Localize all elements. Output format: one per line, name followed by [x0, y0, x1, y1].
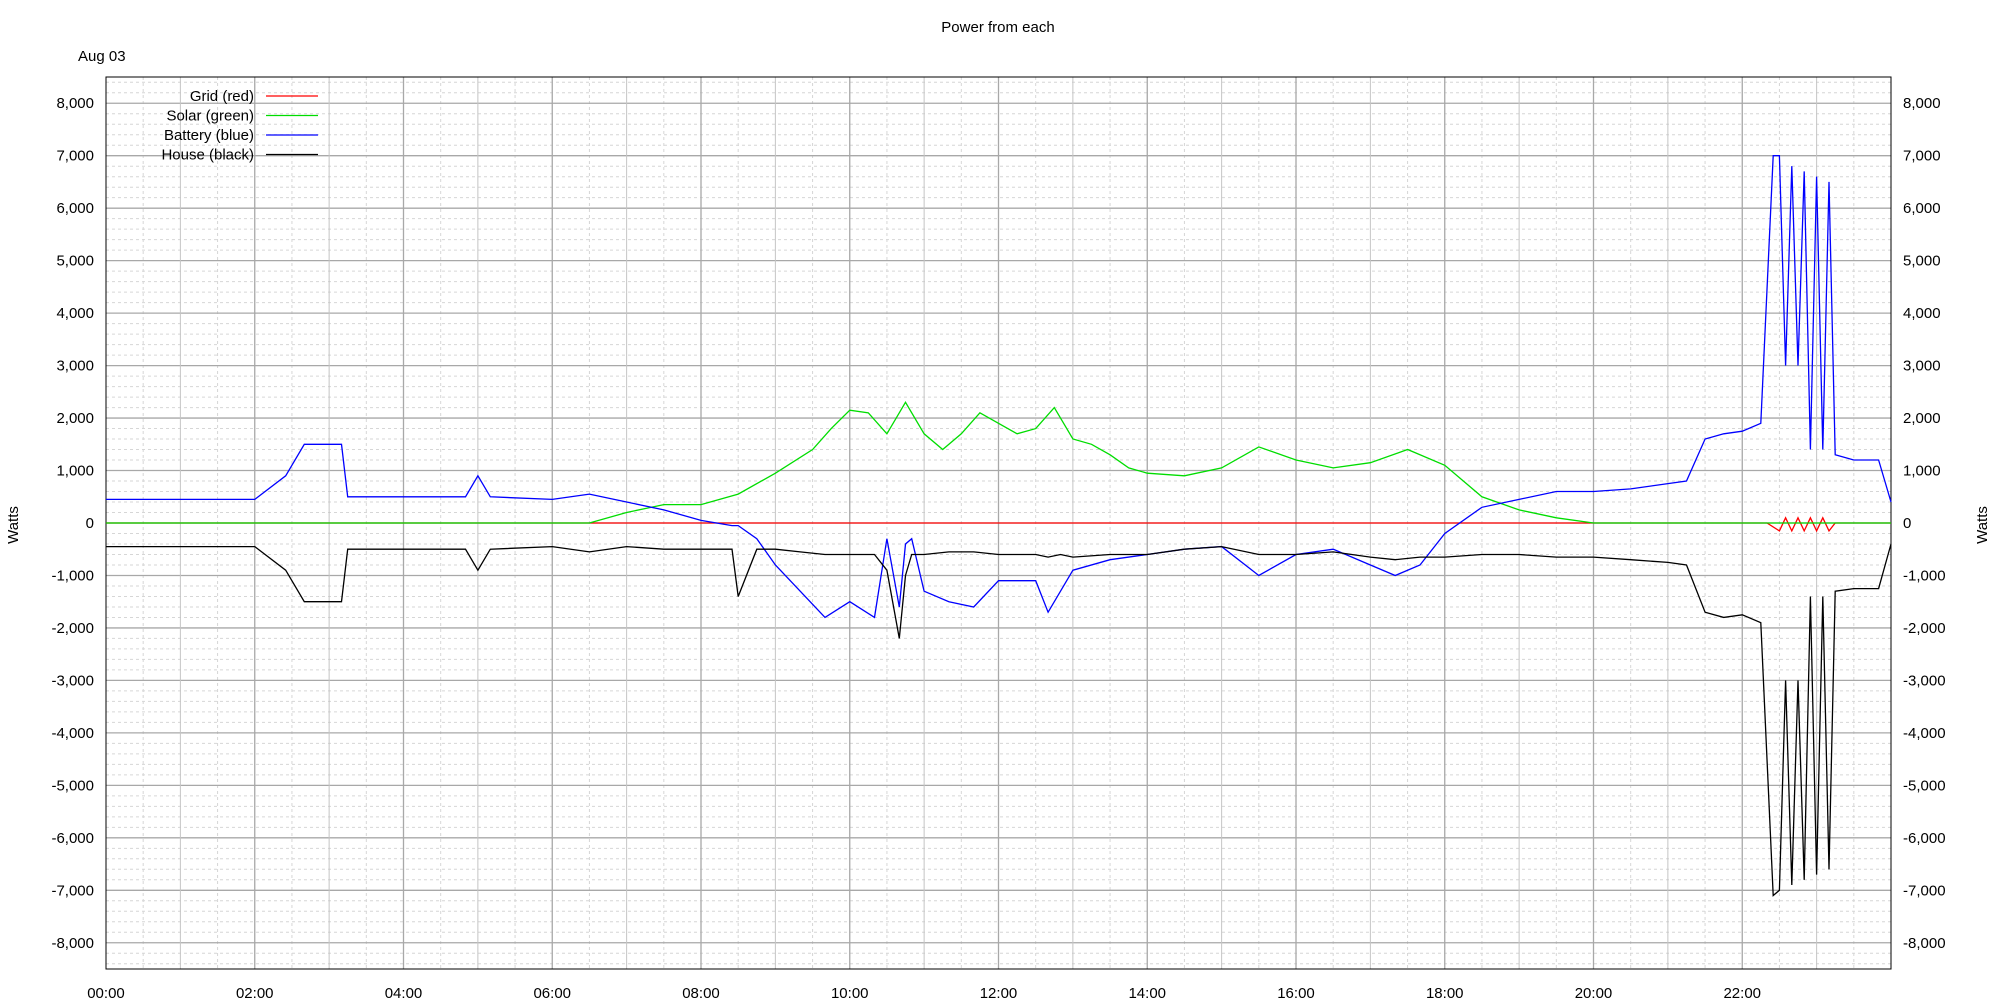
- x-tick-label: 10:00: [831, 985, 869, 1000]
- y-tick-label-right: 2,000: [1903, 410, 1941, 427]
- y-tick-label-right: -1,000: [1903, 567, 1946, 584]
- x-tick-label: 16:00: [1277, 985, 1315, 1000]
- y-tick-label-left: -6,000: [51, 830, 94, 847]
- y-tick-label-left: 6,000: [56, 200, 94, 217]
- legend-label: Grid (red): [190, 88, 254, 105]
- series-line: [106, 543, 1892, 897]
- y-tick-label-right: -4,000: [1903, 725, 1946, 742]
- x-tick-label: 20:00: [1575, 985, 1613, 1000]
- y-tick-label-right: -8,000: [1903, 935, 1946, 952]
- y-tick-label-left: 8,000: [56, 95, 94, 112]
- x-tick-label: 08:00: [682, 985, 720, 1000]
- y-tick-label-left: 2,000: [56, 410, 94, 427]
- y-axis-label-right: Watts: [1974, 506, 1991, 544]
- x-tick-label: 22:00: [1723, 985, 1761, 1000]
- y-tick-label-left: -5,000: [51, 777, 94, 794]
- y-tick-label-left: -2,000: [51, 620, 94, 637]
- y-tick-label-left: 7,000: [56, 148, 94, 165]
- y-tick-label-right: 7,000: [1903, 148, 1941, 165]
- y-axis-label-left: Watts: [5, 506, 22, 544]
- legend-label: Battery (blue): [164, 127, 254, 144]
- y-tick-label-right: 5,000: [1903, 253, 1941, 270]
- y-tick-label-right: -7,000: [1903, 882, 1946, 899]
- y-tick-label-right: 3,000: [1903, 358, 1941, 375]
- y-tick-label-right: -5,000: [1903, 777, 1946, 794]
- y-tick-label-left: 1,000: [56, 463, 94, 480]
- y-tick-label-left: -1,000: [51, 567, 94, 584]
- y-tick-label-right: 8,000: [1903, 95, 1941, 112]
- y-tick-label-left: 0: [86, 515, 94, 532]
- x-tick-label: 04:00: [385, 985, 423, 1000]
- x-tick-label: 00:00: [87, 985, 125, 1000]
- legend: Grid (red) Solar (green) Battery (blue) Hou…: [161, 88, 318, 164]
- x-tick-label: 02:00: [236, 985, 274, 1000]
- y-tick-label-right: -3,000: [1903, 672, 1946, 689]
- y-tick-label-right: -2,000: [1903, 620, 1946, 637]
- x-tick-label: 14:00: [1128, 985, 1166, 1000]
- date-label: Aug 03: [78, 48, 126, 65]
- y-tick-label-right: -6,000: [1903, 830, 1946, 847]
- y-tick-label-right: 4,000: [1903, 305, 1941, 322]
- y-tick-label-right: 6,000: [1903, 200, 1941, 217]
- y-tick-label-left: -8,000: [51, 935, 94, 952]
- x-tick-label: 18:00: [1426, 985, 1464, 1000]
- series-line: [106, 401, 1891, 524]
- y-tick-label-left: -4,000: [51, 725, 94, 742]
- y-tick-label-right: 1,000: [1903, 463, 1941, 480]
- legend-label: House (black): [161, 147, 254, 164]
- x-tick-label: 12:00: [980, 985, 1018, 1000]
- y-tick-label-left: -3,000: [51, 672, 94, 689]
- y-tick-label-right: 0: [1903, 515, 1911, 532]
- series-line: [106, 155, 1892, 619]
- y-tick-label-left: 3,000: [56, 358, 94, 375]
- chart-title: Power from each: [941, 19, 1054, 36]
- legend-label: Solar (green): [166, 108, 254, 125]
- series-line: [106, 516, 1891, 533]
- y-tick-label-left: 4,000: [56, 305, 94, 322]
- x-tick-label: 06:00: [533, 985, 571, 1000]
- series-lines: [106, 155, 1892, 897]
- y-tick-label-left: -7,000: [51, 882, 94, 899]
- y-tick-label-left: 5,000: [56, 253, 94, 270]
